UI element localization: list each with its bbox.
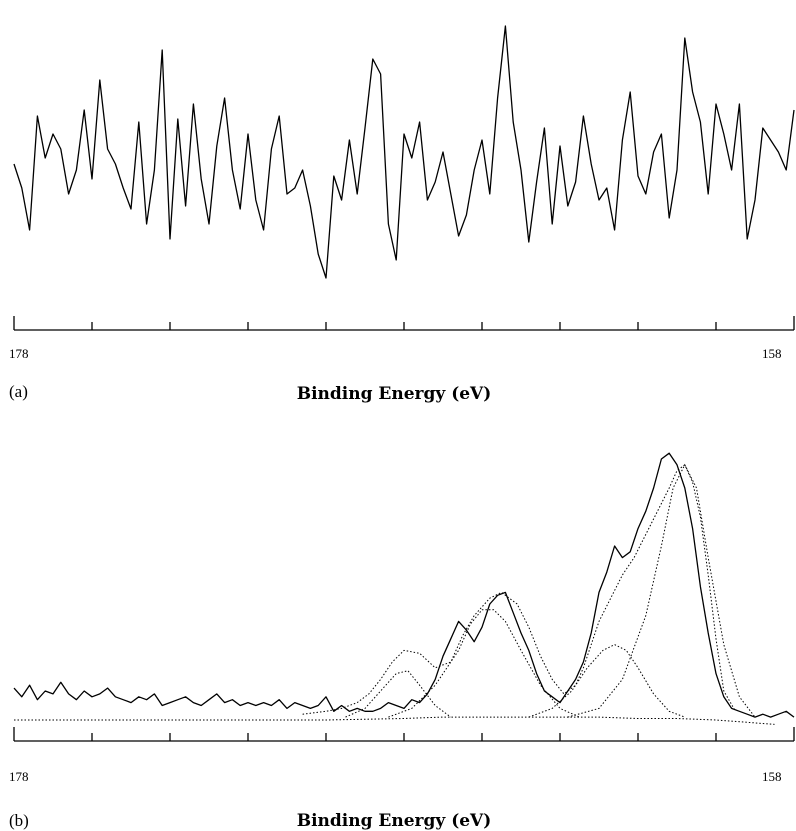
- panel-a-x-axis-title: Binding Energy (eV): [297, 384, 492, 404]
- panel-a-series: [13, 25, 795, 279]
- panel-b-fit-component-5: [528, 644, 685, 718]
- panel-b-fit-component-6: [567, 463, 756, 718]
- panel-b-x-axis-title: Binding Energy (eV): [297, 811, 492, 831]
- panel-b-series: [13, 452, 795, 725]
- panel-b-ticks: [13, 727, 795, 741]
- panel-a-tick-label-right: 158: [762, 346, 782, 361]
- panel-b-fit-component-4: [388, 609, 580, 718]
- panel-b-tick-label-right: 158: [762, 769, 782, 784]
- panel-b-fit-component-2: [302, 464, 736, 715]
- panel-a: 178 158 (a) Binding Energy (eV): [9, 25, 795, 404]
- panel-b-fit-component-1: [14, 716, 775, 725]
- panel-b-label: (b): [9, 811, 29, 830]
- panel-a-label: (a): [9, 382, 28, 401]
- panel-a-tick-label-left: 178: [9, 346, 29, 361]
- panel-a-spectrum-line: [13, 25, 795, 279]
- panel-b: 178 158 (b) Binding Energy (eV): [9, 452, 795, 831]
- panel-b-tick-label-left: 178: [9, 769, 29, 784]
- panel-a-ticks: [13, 316, 795, 330]
- panel-b-fit-component-3: [345, 670, 452, 718]
- panel-b-spectrum-line: [13, 452, 795, 718]
